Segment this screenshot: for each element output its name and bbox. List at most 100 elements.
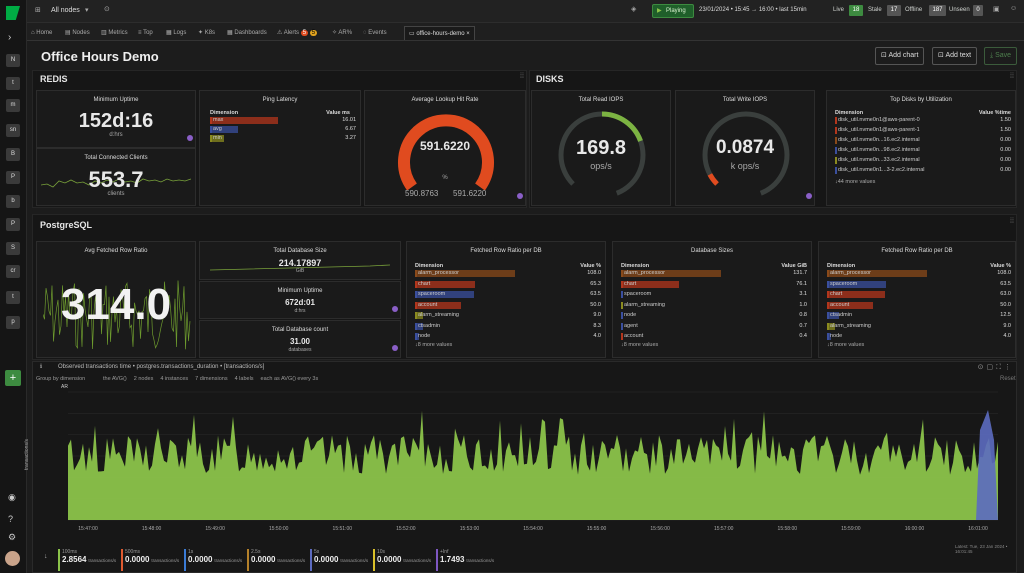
redis-hitrate-panel[interactable]: Average Lookup Hit Rate 591.6220 % 590.8… (364, 90, 526, 206)
live-count-badge[interactable]: 18 (849, 5, 863, 16)
dimension-name[interactable]: alarm_processor (830, 270, 871, 276)
dimension-name[interactable]: spaceroom (418, 291, 446, 297)
dimension-name[interactable]: account (624, 333, 644, 339)
more-icon[interactable]: ⋮ (1004, 364, 1014, 371)
shield-icon[interactable]: ◈ (631, 6, 637, 13)
dimension-name[interactable]: node (624, 312, 637, 318)
settings-icon[interactable]: ⚙ (8, 532, 17, 542)
dimension-name[interactable]: disk_util.nvme0n1@aws-parent-0 (838, 117, 920, 123)
timerange-picker[interactable]: 23/01/2024 • 15:45 → 16:00 • last 15min (699, 7, 807, 13)
dimension-name[interactable]: avg (213, 126, 222, 132)
info-icon[interactable] (806, 193, 812, 199)
add-chart-button[interactable]: ⊡ Add chart (875, 47, 925, 65)
tab-k8s[interactable]: ✦ K8s (198, 30, 216, 36)
dimension-name[interactable]: agent (624, 322, 638, 329)
info-icon[interactable] (517, 193, 523, 199)
tab-ar[interactable]: ✧ AR% (332, 30, 353, 36)
group-by-control[interactable]: Group by dimension (36, 376, 86, 382)
room-item[interactable]: P (6, 171, 20, 184)
redis-clients-panel[interactable]: Total Connected Clients 553.7 clients (36, 148, 196, 206)
tab-alerts[interactable]: ⚠ Alerts 5 5 (277, 30, 318, 36)
add-text-button[interactable]: ⊡ Add text (932, 47, 978, 65)
more-values-link[interactable]: ↓8 more values (415, 342, 453, 348)
offline-count-badge[interactable]: 187 (929, 5, 946, 16)
room-item[interactable]: cr (6, 265, 20, 278)
chart-control[interactable]: 4 labels (234, 376, 254, 382)
dimension-name[interactable]: spaceroom (830, 280, 858, 287)
legend-item[interactable]: +Inf 1.7493 transactions/s (436, 549, 496, 571)
legend-item[interactable]: 500ms 0.0000 transactions/s (121, 549, 181, 571)
chart-type-icon[interactable]: ▢ (986, 364, 997, 371)
unseen-count-badge[interactable]: 0 (973, 5, 983, 16)
dimension-name[interactable]: node (418, 333, 431, 339)
drag-handle[interactable]: ⁞⁞ (1010, 73, 1014, 80)
chevron-down-icon[interactable]: ▾ (85, 7, 89, 14)
pg-db-count-panel[interactable]: Total Database count 31.00 databases (199, 320, 401, 358)
room-item[interactable]: m (6, 99, 20, 112)
expand-icon[interactable]: ⛶ (996, 364, 1004, 371)
dimension-name[interactable]: alarm_streaming (624, 301, 665, 308)
dimension-name[interactable]: alarm_processor (418, 270, 459, 276)
dimension-name[interactable]: min (213, 135, 222, 141)
info-icon[interactable] (392, 345, 398, 351)
room-item[interactable]: P (6, 218, 20, 231)
transactions-area-chart[interactable]: 15:47:00 15:48:00 15:49:00 15:50:00 15:51:00… (40, 388, 1018, 538)
room-item[interactable]: b (6, 195, 20, 208)
dimension-name[interactable]: disk_util.nvme0n...33.ec2.internal (838, 157, 920, 163)
pg-row-ratio-panel[interactable]: Avg Fetched Row Ratio 314.0 (36, 241, 196, 358)
playing-button[interactable]: ▶ Playing (652, 4, 694, 18)
dimension-name[interactable]: ctsadmin (418, 322, 441, 329)
user-menu-icon[interactable]: ☺ (1010, 5, 1018, 12)
legend-item[interactable]: 5s 0.0000 transactions/s (310, 549, 370, 571)
dimension-name[interactable]: disk_util.nvme0n...16.ec2.internal (838, 137, 920, 143)
info-icon[interactable] (392, 306, 398, 312)
legend-item[interactable]: 100ms 2.8564 transactions/s (58, 549, 118, 571)
expand-icon[interactable]: › (8, 32, 12, 43)
avatar[interactable] (5, 551, 20, 566)
tab-nodes[interactable]: ▤ Nodes (65, 30, 90, 36)
chart-control[interactable]: 7 dimensions (195, 376, 228, 382)
dimension-name[interactable]: disk_util.nvme0n1...3-2.ec2.internal (838, 167, 925, 173)
room-item[interactable]: B (6, 148, 20, 161)
dimension-name[interactable]: account (830, 301, 850, 308)
help-icon[interactable]: ? (8, 514, 14, 524)
reset-button[interactable]: Reset (1000, 376, 1016, 382)
pg-db-sizes-panel[interactable]: Database Sizes Dimension Value GiB alarm… (612, 241, 812, 358)
nodes-selector[interactable]: All nodes (51, 7, 80, 14)
room-item[interactable]: N (6, 54, 20, 67)
redis-uptime-panel[interactable]: Minimum Uptime 152d:16 d:hrs (36, 90, 196, 148)
room-item[interactable]: t (6, 291, 20, 304)
legend-item[interactable]: 10s 0.0000 transactions/s (373, 549, 433, 571)
dimension-name[interactable]: chart (418, 280, 431, 287)
filter-icon[interactable]: ⊙ (104, 6, 110, 13)
more-values-link[interactable]: ↓44 more values (835, 179, 876, 185)
pg-fetch-ratio-panel-2[interactable]: Fetched Row Ratio per DB Dimension Value… (818, 241, 1016, 358)
tab-home[interactable]: ⌂ Home (31, 30, 53, 36)
tab-active-dashboard[interactable]: ▭ office-hours-demo × (404, 26, 475, 40)
dimension-name[interactable]: chart (830, 291, 843, 297)
stale-count-badge[interactable]: 17 (887, 5, 901, 16)
drag-handle[interactable]: ⁞⁞ (1010, 218, 1014, 225)
legend-item[interactable]: 2.5s 0.0000 transactions/s (247, 549, 307, 571)
dimension-name[interactable]: alarm_streaming (418, 312, 459, 318)
dimension-name[interactable]: alarm_streaming (830, 322, 871, 329)
chat-icon[interactable]: ◉ (8, 492, 16, 502)
pg-db-size-panel[interactable]: Total Database Size 214.17897 GiB (199, 241, 401, 280)
chart-control[interactable]: each as AVG() every 3s (260, 376, 319, 382)
dimension-name[interactable]: ctsadmin (830, 312, 853, 318)
room-item[interactable]: p (6, 316, 20, 329)
chart-info-icon[interactable]: ℹ (40, 364, 43, 370)
more-values-link[interactable]: ↓8 more values (827, 342, 865, 348)
tab-logs[interactable]: ▦ Logs (166, 30, 187, 36)
more-values-link[interactable]: ↓8 more values (621, 342, 659, 348)
info-icon[interactable] (187, 135, 193, 141)
dimension-name[interactable]: node (830, 333, 843, 339)
dimension-name[interactable]: alarm_processor (624, 270, 665, 276)
netdata-logo[interactable] (6, 6, 20, 20)
tab-top[interactable]: ≡ Top (138, 30, 153, 36)
chart-control[interactable]: 4 instances (160, 376, 189, 382)
chart-control[interactable]: the AVG() (103, 376, 127, 382)
room-item[interactable]: t (6, 77, 20, 90)
dimension-name[interactable]: account (418, 301, 438, 308)
dimension-name[interactable]: chart (624, 280, 637, 287)
